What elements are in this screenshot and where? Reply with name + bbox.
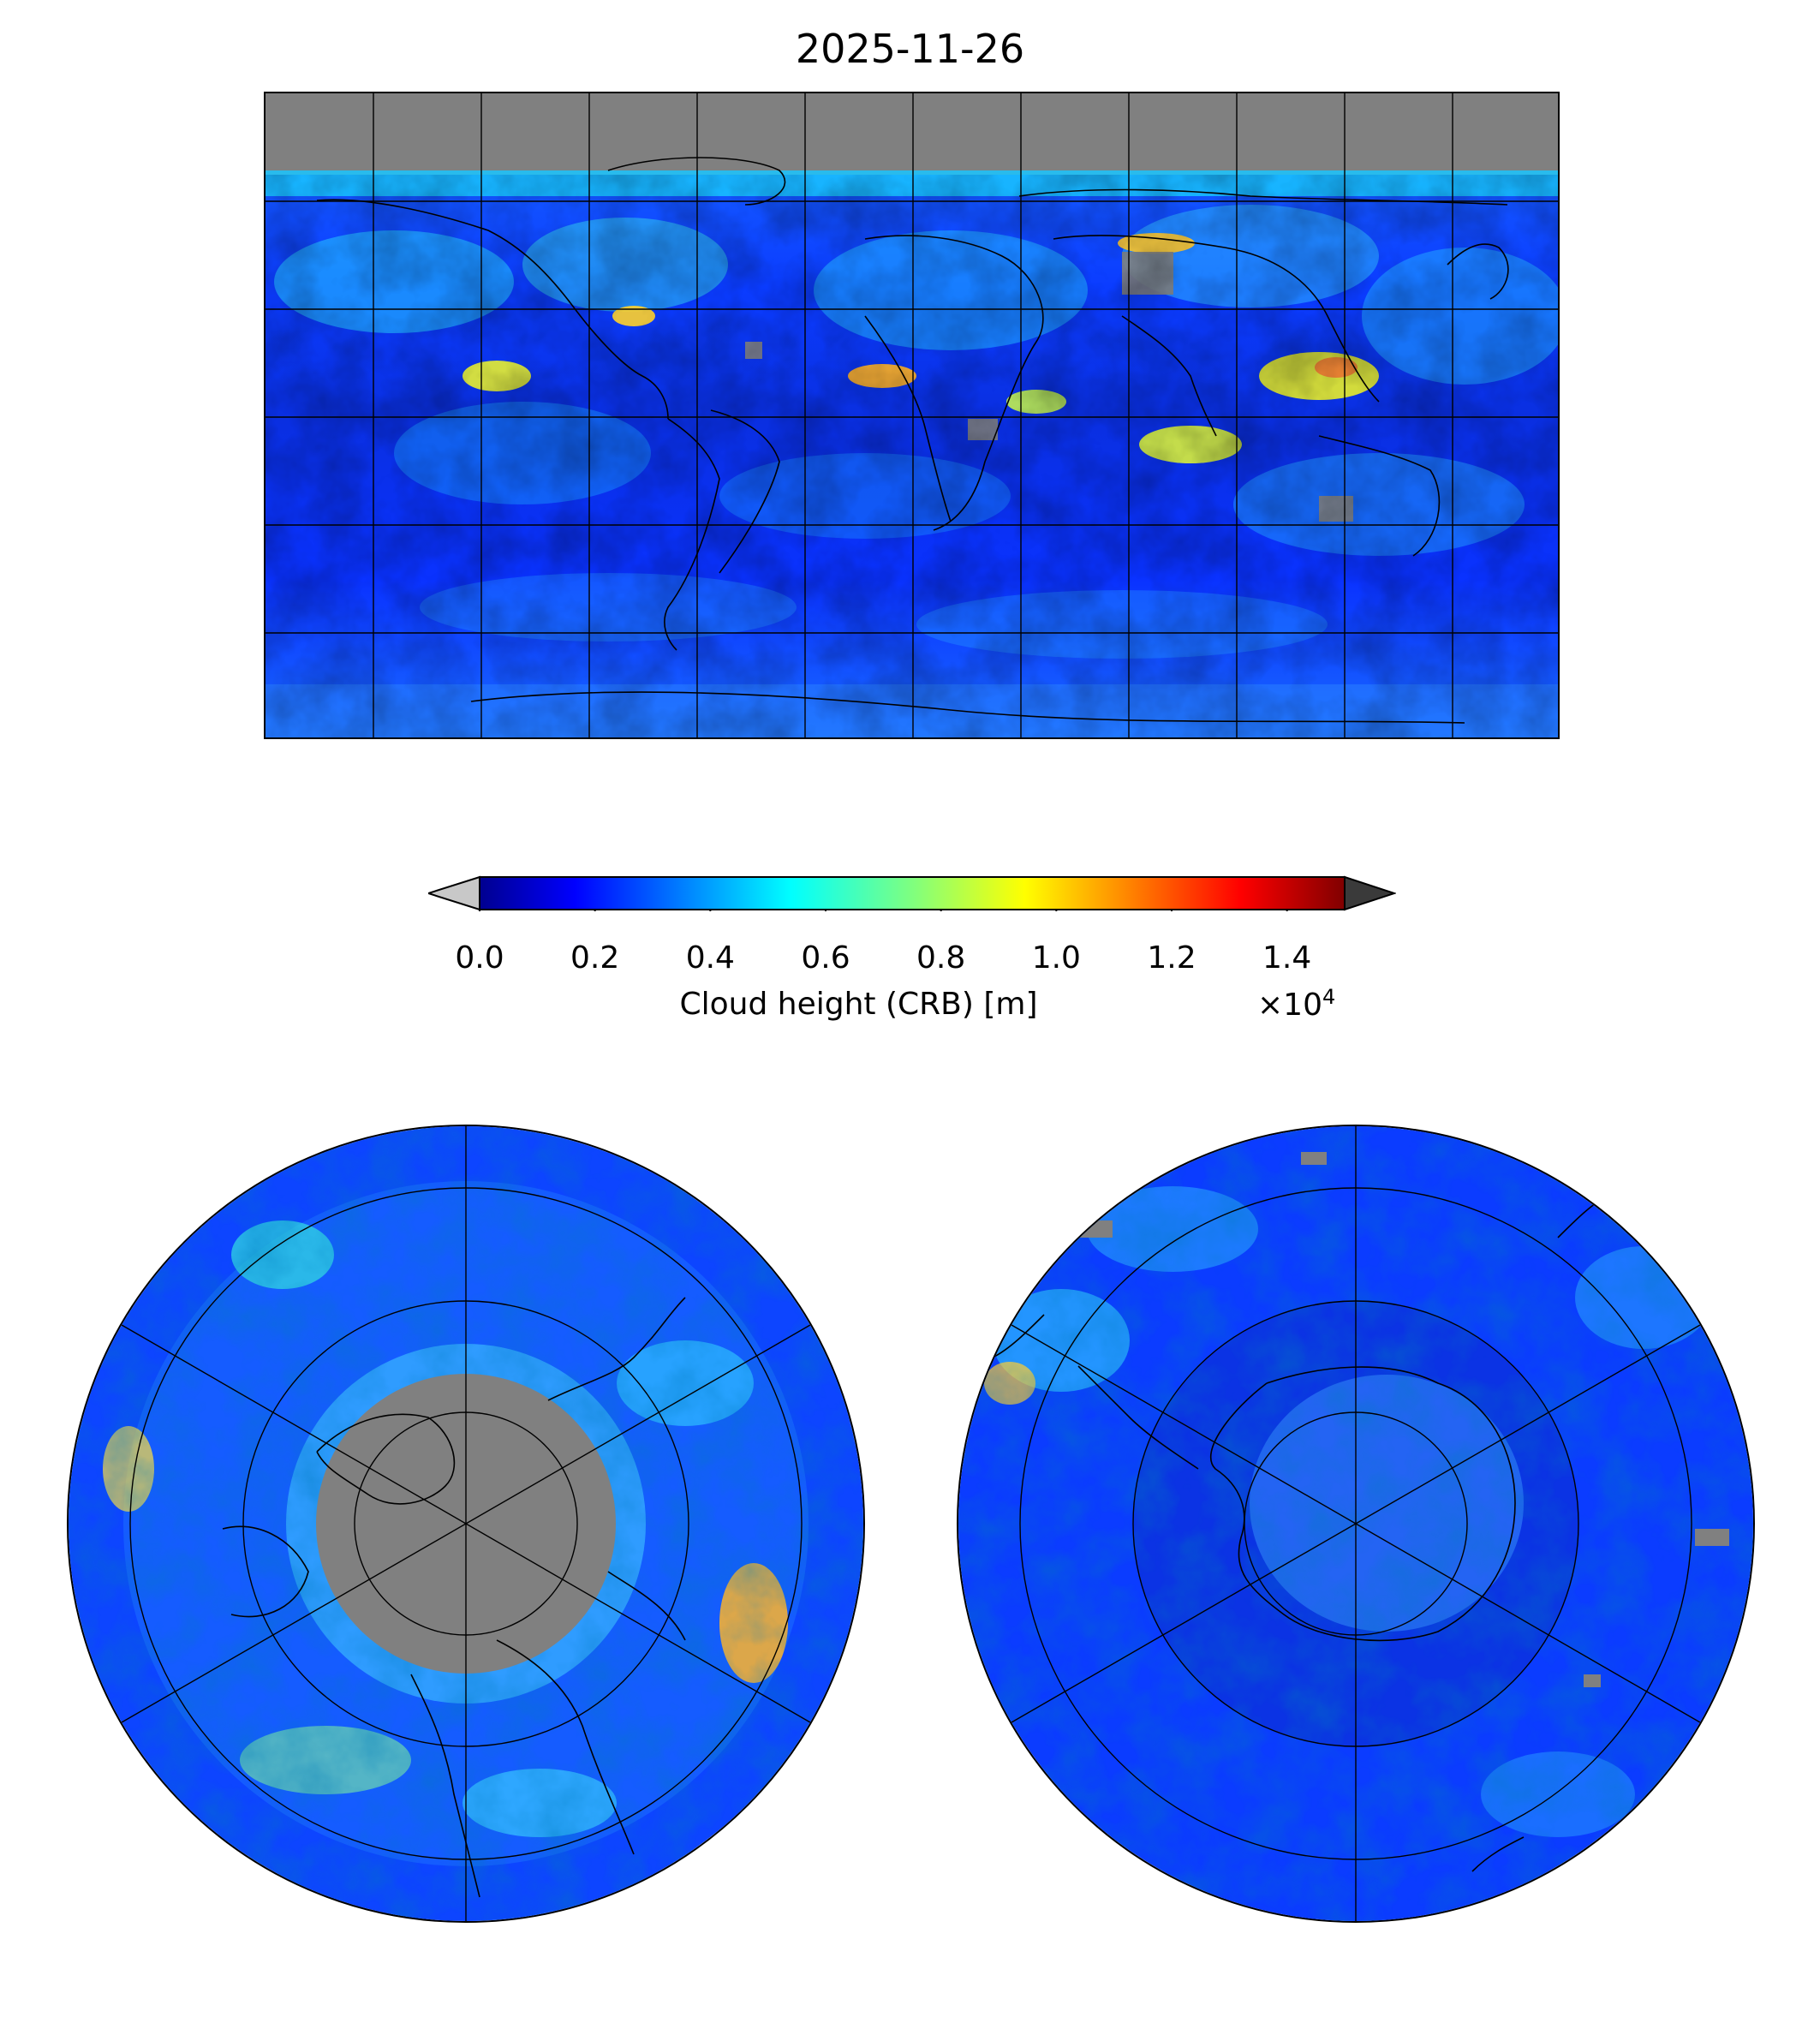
colorbar-tick-label: 0.2 [570,940,620,976]
global-cloud-height-map [266,93,1558,737]
south-polar-cloud-height-map [958,1126,1753,1921]
graticule [121,1126,811,1921]
colorbar-label: Cloud height (CRB) [m] [679,987,1038,1022]
colorbar-tick-label: 0.4 [685,940,735,976]
colorbar-tick-label: 1.4 [1262,940,1312,976]
colorbar-exponent: ×104 [1257,985,1336,1023]
coastlines [316,157,1509,724]
colorbar-gradient [479,876,1346,910]
colorbar-over-extension [1344,875,1396,911]
graticule [266,93,1558,737]
colorbar-tick-label: 0.8 [916,940,966,976]
coastlines [222,1297,686,1898]
south-polar-map-panel [957,1125,1755,1923]
colorbar [428,875,1396,911]
colorbar-tick-label: 1.2 [1147,940,1196,976]
graticule [1011,1126,1701,1921]
global-map-panel [264,92,1560,739]
colorbar-tick-label: 1.0 [1031,940,1081,976]
figure-title: 2025-11-26 [795,26,1025,72]
coastlines [992,1194,1610,1872]
north-polar-cloud-height-map [69,1126,863,1921]
north-polar-map-panel [67,1125,865,1923]
colorbar-tick-label: 0.0 [455,940,504,976]
colorbar-tick-label: 0.6 [801,940,850,976]
colorbar-under-extension [428,875,480,911]
